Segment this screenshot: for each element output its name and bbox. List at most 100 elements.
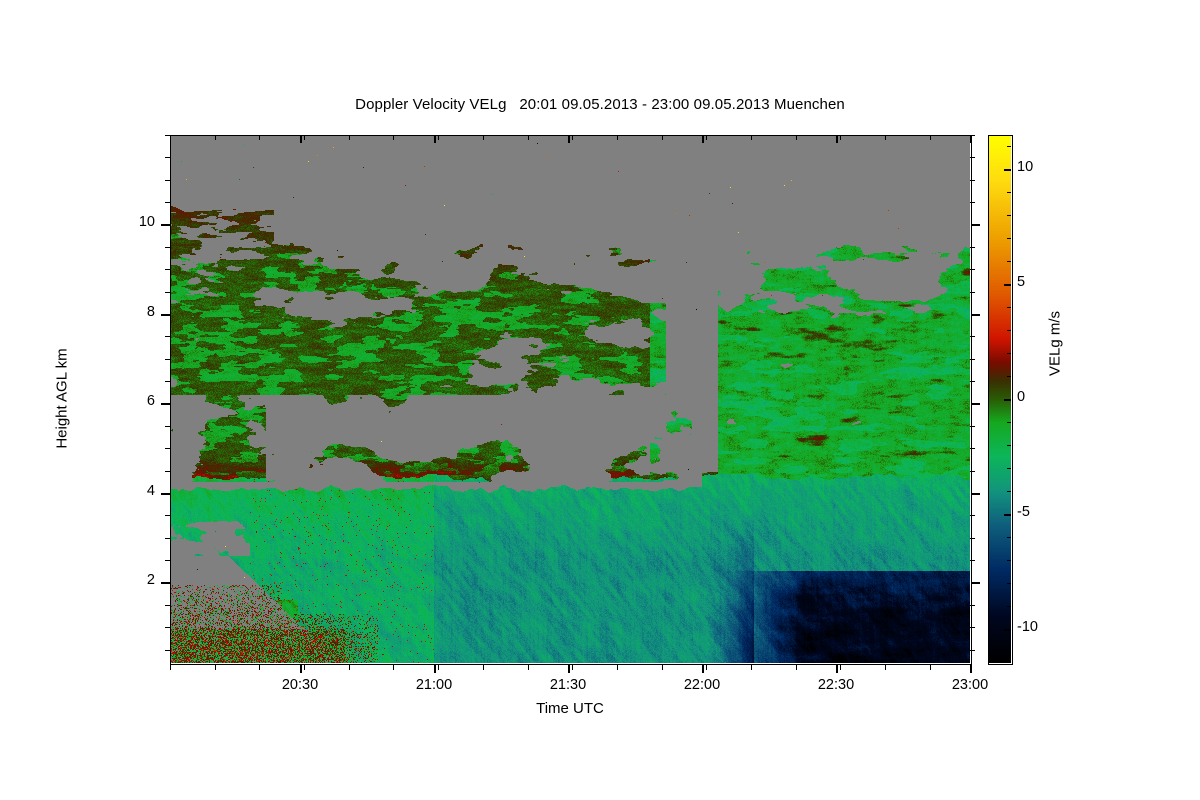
x-tick-label: 22:30 — [817, 677, 855, 693]
x-major-tick-top — [836, 135, 838, 143]
x-minor-tick-top — [796, 135, 797, 140]
y-minor-tick — [165, 157, 170, 158]
x-minor-tick-top — [170, 135, 171, 140]
x-tick-label: 21:00 — [415, 677, 453, 693]
x-minor-tick — [706, 665, 707, 670]
x-minor-tick — [840, 665, 841, 670]
y-minor-tick-right — [970, 292, 975, 293]
y-minor-tick-right — [970, 202, 975, 203]
y-minor-tick — [165, 627, 170, 628]
y-minor-tick — [165, 426, 170, 427]
colorbar-major-tick — [1004, 284, 1011, 286]
y-minor-tick — [165, 247, 170, 248]
y-minor-tick-right — [970, 650, 975, 651]
colorbar-tick-label: -5 — [1017, 504, 1030, 520]
y-axis-title: Height AGL km — [53, 348, 71, 449]
y-tick-label: 8 — [146, 304, 155, 320]
x-minor-tick — [528, 665, 529, 670]
y-tick-label: 2 — [146, 572, 155, 588]
y-minor-tick-right — [970, 359, 975, 360]
x-tick-label: 21:30 — [549, 677, 587, 693]
colorbar-minor-tick — [1007, 422, 1011, 423]
x-minor-tick-top — [483, 135, 484, 140]
colorbar-minor-tick — [1007, 307, 1011, 308]
x-minor-tick — [662, 665, 663, 670]
y-minor-tick — [165, 135, 170, 136]
x-minor-tick-top — [930, 135, 931, 140]
y-minor-tick — [165, 202, 170, 203]
y-major-tick — [161, 403, 170, 405]
colorbar-minor-tick — [1007, 238, 1011, 239]
colorbar-major-tick — [1004, 629, 1011, 631]
y-minor-tick-right — [970, 381, 975, 382]
y-minor-tick — [165, 381, 170, 382]
colorbar-major-tick — [1004, 514, 1011, 516]
y-minor-tick — [165, 180, 170, 181]
x-major-tick — [970, 665, 972, 673]
y-minor-tick-right — [970, 538, 975, 539]
colorbar-minor-tick — [1007, 445, 1011, 446]
colorbar-title: VELg m/s — [1046, 310, 1064, 377]
x-minor-tick — [259, 665, 260, 670]
x-minor-tick-top — [751, 135, 752, 140]
y-major-tick — [161, 493, 170, 495]
x-minor-tick-top — [349, 135, 350, 140]
x-minor-tick — [930, 665, 931, 670]
colorbar-tick-label: 10 — [1017, 159, 1034, 175]
x-minor-tick-top — [840, 135, 841, 140]
x-axis-title: Time UTC — [536, 700, 604, 717]
y-major-tick-right — [971, 403, 980, 405]
colorbar-minor-tick — [1007, 261, 1011, 262]
y-major-tick-right — [971, 314, 980, 316]
colorbar-minor-tick — [1007, 330, 1011, 331]
y-minor-tick — [165, 269, 170, 270]
y-major-tick-right — [971, 224, 980, 226]
colorbar-minor-tick — [1007, 652, 1011, 653]
x-minor-tick — [751, 665, 752, 670]
x-minor-tick — [215, 665, 216, 670]
x-major-tick-top — [970, 135, 972, 143]
y-minor-tick-right — [970, 627, 975, 628]
y-minor-tick-right — [970, 247, 975, 248]
x-tick-label: 22:00 — [683, 677, 721, 693]
x-major-tick — [836, 665, 838, 673]
y-major-tick-right — [971, 493, 980, 495]
y-minor-tick-right — [970, 269, 975, 270]
y-tick-label: 10 — [138, 214, 155, 230]
y-major-tick — [161, 314, 170, 316]
y-minor-tick — [165, 605, 170, 606]
x-major-tick-top — [568, 135, 570, 143]
x-minor-tick — [170, 665, 171, 670]
y-minor-tick — [165, 448, 170, 449]
y-minor-tick-right — [970, 560, 975, 561]
y-minor-tick-right — [970, 515, 975, 516]
x-major-tick-top — [702, 135, 704, 143]
y-minor-tick-right — [970, 336, 975, 337]
colorbar-minor-tick — [1007, 537, 1011, 538]
colorbar-tick-label: 5 — [1017, 274, 1026, 290]
colorbar-minor-tick — [1007, 146, 1011, 147]
colorbar-minor-tick — [1007, 353, 1011, 354]
y-minor-tick — [165, 336, 170, 337]
x-major-tick-top — [434, 135, 436, 143]
y-minor-tick — [165, 650, 170, 651]
y-minor-tick — [165, 471, 170, 472]
chart-title: Doppler Velocity VELg 20:01 09.05.2013 -… — [355, 96, 845, 113]
x-minor-tick-top — [304, 135, 305, 140]
y-minor-tick — [165, 538, 170, 539]
x-minor-tick-top — [706, 135, 707, 140]
y-minor-tick-right — [970, 605, 975, 606]
x-minor-tick-top — [438, 135, 439, 140]
x-minor-tick-top — [885, 135, 886, 140]
x-minor-tick — [304, 665, 305, 670]
x-minor-tick-top — [528, 135, 529, 140]
colorbar-tick-label: 0 — [1017, 389, 1026, 405]
x-major-tick — [300, 665, 302, 673]
y-major-tick-right — [971, 582, 980, 584]
x-minor-tick-top — [393, 135, 394, 140]
x-minor-tick-top — [259, 135, 260, 140]
y-minor-tick-right — [970, 426, 975, 427]
colorbar-major-tick — [1004, 169, 1011, 171]
y-minor-tick-right — [970, 180, 975, 181]
x-major-tick — [702, 665, 704, 673]
